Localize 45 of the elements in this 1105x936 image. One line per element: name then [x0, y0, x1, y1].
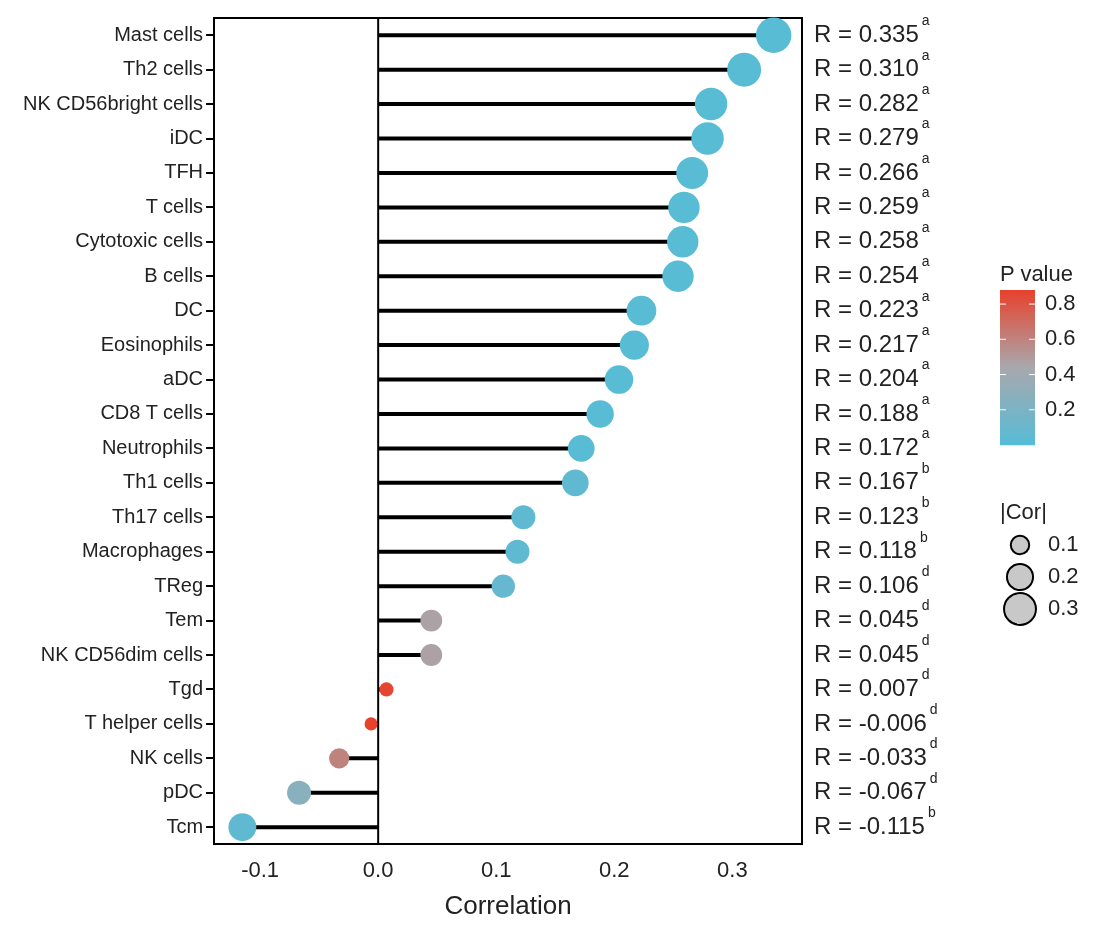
y-tick-label: Cytotoxic cells: [75, 229, 204, 252]
y-tick-label: NK CD56bright cells: [22, 91, 204, 114]
y-tick-label: Macrophages: [81, 539, 204, 562]
y-tick-label: Tem: [165, 608, 204, 631]
point: [228, 813, 257, 842]
legend-label: 0.2: [1048, 563, 1079, 589]
color-bar-title: P value: [1000, 261, 1073, 287]
y-tick-label: T cells: [145, 194, 204, 217]
y-tick-label: Tgd: [168, 676, 204, 699]
y-tick-label: T helper cells: [84, 711, 204, 734]
legend-label: 0.3: [1048, 595, 1079, 621]
color-bar-label: 0.2: [1045, 395, 1076, 421]
y-tick-label: Eosinophils: [100, 332, 204, 355]
point: [619, 330, 649, 360]
y-tick-label: Tcm: [166, 814, 204, 837]
point: [561, 469, 589, 497]
color-bar-label: 0.6: [1045, 325, 1076, 351]
y-tick-label: Neutrophils: [101, 435, 204, 458]
x-tick-label: 0.3: [717, 856, 748, 882]
point: [604, 365, 634, 394]
legend-label: 0.1: [1048, 531, 1079, 557]
color-bar-label: 0.8: [1045, 290, 1076, 316]
y-tick-label: Mast cells: [114, 22, 204, 45]
y-tick-label: NK cells: [129, 745, 204, 768]
y-tick-label: TReg: [154, 573, 204, 596]
point: [567, 435, 595, 462]
y-tick-label: NK CD56dim cells: [40, 642, 204, 665]
x-tick-label: -0.1: [241, 856, 280, 882]
x-tick-label: 0.0: [362, 856, 394, 882]
x-tick-label: 0.1: [480, 856, 512, 882]
y-tick-label: CD8 T cells: [100, 401, 204, 424]
x-tick-label: 0.2: [598, 856, 630, 882]
y-tick-label: iDC: [169, 126, 204, 149]
y-tick-label: DC: [174, 298, 204, 321]
y-tick-label: B cells: [144, 263, 204, 286]
point: [586, 400, 614, 428]
y-tick-label: TFH: [164, 160, 204, 183]
y-tick-label: Th17 cells: [111, 504, 204, 527]
y-tick-label: Th2 cells: [123, 57, 204, 80]
y-tick-label: aDC: [163, 367, 204, 390]
y-tick-label: Th1 cells: [123, 470, 204, 493]
legend-title: |Cor|: [1000, 499, 1047, 525]
color-bar-label: 0.4: [1045, 360, 1076, 386]
x-axis-title: Correlation: [444, 889, 572, 920]
y-tick-label: pDC: [163, 780, 204, 803]
